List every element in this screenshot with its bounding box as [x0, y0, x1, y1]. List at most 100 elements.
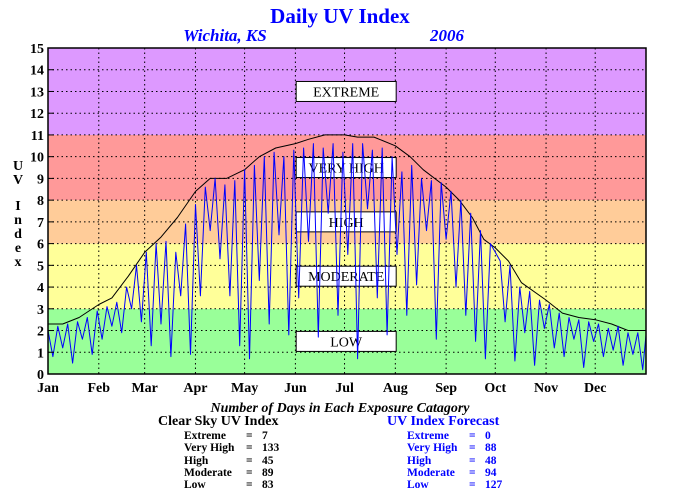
stat-equals: = [469, 479, 476, 492]
band-label-extreme: EXTREME [295, 80, 397, 102]
stat-value: 133 [262, 442, 280, 455]
x-tick-label: Jun [284, 381, 307, 396]
stat-label: Very High [184, 442, 235, 455]
y-tick-label: 8 [37, 194, 44, 209]
y-tick-label: 0 [37, 368, 44, 383]
chart-location: Wichita, KS [183, 26, 266, 45]
band-label-text: MODERATE [308, 270, 384, 285]
chart-title: Daily UV Index [270, 4, 410, 28]
stat-row: Very High = 133 [184, 442, 279, 454]
y-axis-label-char: V [13, 173, 23, 188]
stat-value: 88 [485, 442, 497, 455]
y-tick-label: 14 [30, 64, 44, 79]
band-label-moderate: MODERATE [295, 265, 397, 287]
x-tick-label: Jul [335, 381, 354, 396]
stat-label: Extreme [407, 430, 449, 442]
stat-label: Extreme [184, 430, 226, 442]
series-lines [47, 134, 647, 371]
y-axis-label-char: e [15, 241, 21, 256]
stat-value: 89 [262, 466, 274, 479]
stat-label: Very High [407, 442, 458, 455]
band-label-box [295, 265, 397, 287]
stat-value: 127 [485, 479, 503, 492]
band-label-text: EXTREME [313, 85, 379, 100]
clear-sky-stats: Clear Sky UV Index Extreme = 7 Very High = 13… [158, 414, 279, 491]
stat-label: Low [184, 479, 206, 492]
y-axis-label-char: n [14, 213, 22, 228]
y-tick-label: 1 [37, 346, 44, 361]
stat-row: Extreme = 0 [407, 430, 502, 442]
stat-row: High = 48 [407, 455, 502, 467]
x-tick-label: Feb [88, 381, 111, 396]
stat-row: Moderate = 94 [407, 467, 502, 479]
stat-value: 83 [262, 479, 274, 492]
forecast-stats: UV Index Forecast Extreme = 0 Very High = 88 H… [387, 414, 502, 491]
stat-value: 45 [262, 454, 274, 467]
forecast-rows: Extreme = 0 Very High = 88 High = 48 Moderate = 94 L… [407, 430, 502, 491]
y-tick-label: 4 [37, 281, 44, 296]
band-label-low: LOW [295, 330, 397, 352]
stat-row: Moderate = 89 [184, 467, 279, 479]
y-axis-label-char: d [14, 227, 22, 242]
y-tick-label: 13 [30, 85, 44, 100]
stat-row: Very High = 88 [407, 442, 502, 454]
band-label-box [295, 80, 397, 102]
stat-value: 94 [485, 466, 497, 479]
y-axis-label-char: U [13, 159, 23, 174]
y-tick-label: 6 [37, 238, 44, 253]
series-line-uv-index-forecast [47, 143, 647, 371]
axes [47, 47, 647, 375]
stat-label: High [184, 454, 209, 467]
y-tick-label: 9 [37, 172, 44, 187]
stat-equals: = [246, 479, 253, 492]
forecast-title: UV Index Forecast [387, 414, 500, 429]
y-tick-label: 5 [37, 259, 44, 274]
footer-caption: Number of Days in Each Exposure Catagory [209, 401, 470, 416]
stat-equals: = [469, 454, 476, 467]
y-axis-label-char: x [15, 255, 22, 270]
y-tick-label: 7 [37, 216, 44, 231]
y-tick-label: 10 [30, 151, 44, 166]
stat-label: Moderate [184, 466, 232, 479]
stat-row: Extreme = 7 [184, 430, 279, 442]
clear-sky-title: Clear Sky UV Index [158, 414, 279, 429]
stat-row: Low = 127 [407, 479, 502, 491]
stat-equals: = [246, 442, 253, 455]
plot-frame [47, 47, 647, 375]
stat-equals: = [246, 430, 253, 442]
stat-equals: = [469, 466, 476, 479]
stat-equals: = [246, 454, 253, 467]
stat-equals: = [469, 430, 476, 442]
y-tick-label: 11 [31, 129, 44, 144]
x-tick-label: May [231, 381, 258, 396]
chart-year: 2006 [429, 26, 465, 45]
stat-label: High [407, 454, 432, 467]
x-tick-label: Nov [534, 381, 558, 396]
stat-equals: = [469, 442, 476, 455]
x-tick-label: Mar [131, 381, 157, 396]
stat-value: 48 [485, 454, 497, 467]
y-tick-label: 2 [37, 325, 44, 340]
x-tick-label: Aug [383, 381, 408, 396]
y-tick-label: 3 [37, 303, 44, 318]
x-tick-label: Apr [183, 381, 207, 396]
stat-label: Moderate [407, 466, 455, 479]
clear-sky-rows: Extreme = 7 Very High = 133 High = 45 Moderate = 89… [184, 430, 279, 491]
stat-label: Low [407, 479, 429, 492]
stat-row: High = 45 [184, 455, 279, 467]
x-tick-label: Dec [584, 381, 607, 396]
band-label-text: LOW [330, 335, 363, 350]
y-axis-label-char: I [15, 199, 20, 214]
stat-value: 0 [485, 430, 491, 442]
y-tick-label: 12 [30, 107, 44, 122]
band-label-box [295, 330, 397, 352]
x-tick-label: Sep [435, 381, 457, 396]
x-tick-label: Jan [37, 381, 59, 396]
stat-value: 7 [262, 430, 268, 442]
stat-row: Low = 83 [184, 479, 279, 491]
series-line-clear-sky-uv-index [48, 134, 646, 331]
x-tick-label: Oct [484, 381, 506, 396]
